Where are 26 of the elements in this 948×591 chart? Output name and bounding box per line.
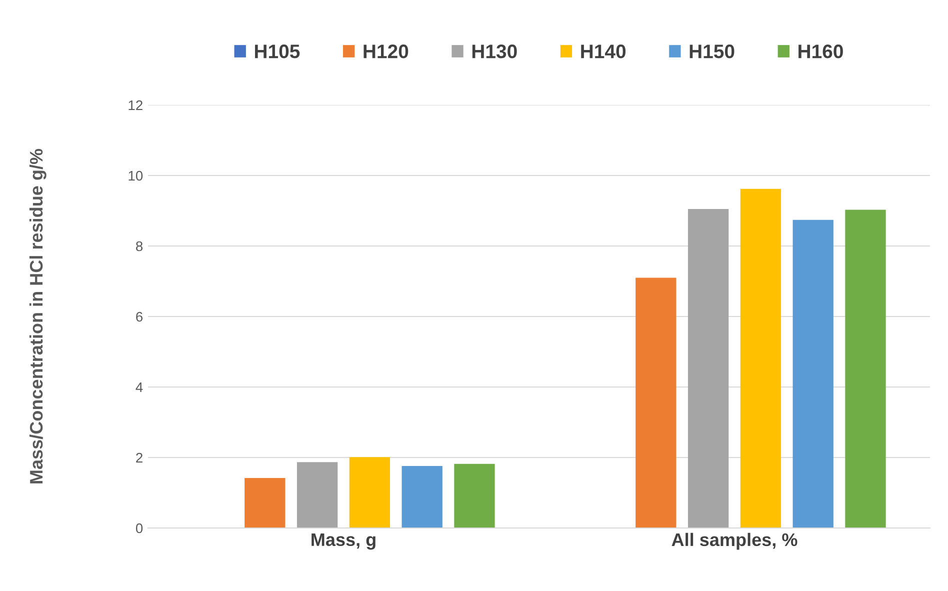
x-tick-label: Mass, g (312, 533, 376, 550)
y-tick-label: 10 (128, 170, 143, 181)
bar (244, 478, 286, 528)
bar (296, 462, 338, 528)
bar (845, 210, 886, 528)
bar (454, 464, 495, 528)
y-tick-label: 0 (136, 523, 143, 534)
y-tick-label: 4 (136, 382, 143, 392)
y-tick-label: 12 (128, 100, 142, 110)
legend-label: H150 (690, 44, 734, 58)
y-tick-label: 2 (136, 452, 142, 463)
legend-label: H120 (364, 44, 408, 58)
bar (636, 278, 676, 528)
y-tick-label: 6 (136, 312, 143, 322)
y-tick-label: 8 (136, 241, 143, 252)
legend-label: H140 (581, 44, 626, 58)
bar (688, 208, 729, 528)
x-tick-label: All samples, % (672, 532, 798, 550)
bar (740, 188, 782, 528)
legend-label: H105 (255, 44, 300, 58)
y-axis-title: Mass/Concentration in HCl residue g/% (29, 148, 46, 484)
legend-label: H160 (798, 44, 843, 58)
bar (402, 466, 442, 528)
legend-label: H130 (472, 44, 517, 58)
bar (349, 457, 390, 528)
bar (792, 220, 834, 528)
